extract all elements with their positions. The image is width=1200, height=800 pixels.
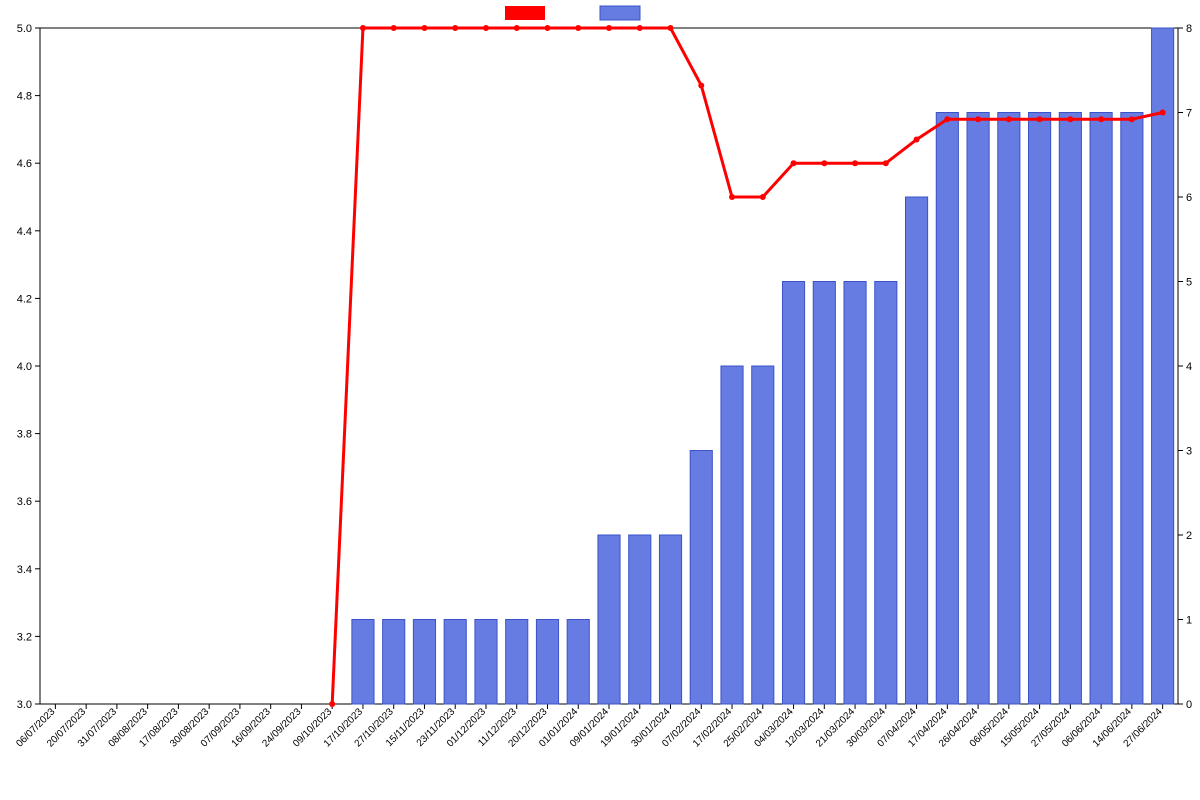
bar xyxy=(690,451,712,705)
line-marker xyxy=(1067,116,1073,122)
bar xyxy=(844,282,866,705)
bar xyxy=(1059,113,1081,705)
ytick-label-left: 3.0 xyxy=(17,699,32,711)
bar xyxy=(659,535,681,704)
line-marker xyxy=(544,25,550,31)
ytick-label-right: 2 xyxy=(1186,530,1192,542)
line-marker xyxy=(975,116,981,122)
ytick-label-left: 4.0 xyxy=(17,361,32,373)
line-marker xyxy=(760,194,766,200)
bar xyxy=(875,282,897,705)
line-marker xyxy=(329,701,335,707)
dual-axis-chart: 3.0 3.2 3.4 3.6 3.8 4.0 4.2 4.4 4.6 4.8 5.0 0 1 2 3 4 5 6… xyxy=(0,0,1200,800)
bar xyxy=(567,620,589,705)
line-marker xyxy=(852,160,858,166)
bar xyxy=(352,620,374,705)
chart-svg: 3.0 3.2 3.4 3.6 3.8 4.0 4.2 4.4 4.6 4.8 5.0 0 1 2 3 4 5 6… xyxy=(0,0,1200,800)
ytick-label-left: 3.4 xyxy=(17,564,32,576)
line-marker xyxy=(483,25,489,31)
bar xyxy=(752,366,774,704)
bar xyxy=(383,620,405,705)
line-marker xyxy=(698,82,704,88)
line-marker xyxy=(575,25,581,31)
bar xyxy=(598,535,620,704)
ytick-label-left: 4.8 xyxy=(17,91,32,103)
bar xyxy=(413,620,435,705)
ytick-label-left: 4.6 xyxy=(17,158,32,170)
ytick-label-right: 7 xyxy=(1186,108,1192,120)
ytick-label-right: 4 xyxy=(1186,361,1192,373)
line-marker xyxy=(668,25,674,31)
ytick-label-right: 8 xyxy=(1186,23,1192,35)
line-marker xyxy=(360,25,366,31)
line-marker xyxy=(821,160,827,166)
line-marker xyxy=(791,160,797,166)
line-marker xyxy=(883,160,889,166)
bar xyxy=(506,620,528,705)
ytick-label-right: 1 xyxy=(1186,615,1192,627)
bar xyxy=(536,620,558,705)
bar xyxy=(967,113,989,705)
line-marker xyxy=(914,137,920,143)
line-marker xyxy=(729,194,735,200)
line-marker xyxy=(606,25,612,31)
bar xyxy=(813,282,835,705)
bar xyxy=(905,197,927,704)
ytick-label-left: 5.0 xyxy=(17,23,32,35)
ytick-label-left: 4.4 xyxy=(17,226,32,238)
line-marker xyxy=(1160,110,1166,116)
bar xyxy=(936,113,958,705)
legend-swatch-line xyxy=(505,6,545,20)
ytick-label-right: 0 xyxy=(1186,699,1192,711)
line-marker xyxy=(452,25,458,31)
bar xyxy=(629,535,651,704)
bar xyxy=(475,620,497,705)
bar xyxy=(998,113,1020,705)
line-marker xyxy=(944,116,950,122)
line-marker xyxy=(1129,116,1135,122)
ytick-label-left: 3.8 xyxy=(17,429,32,441)
bar xyxy=(782,282,804,705)
ytick-label-right: 3 xyxy=(1186,446,1192,458)
bar xyxy=(1090,113,1112,705)
line-marker xyxy=(1006,116,1012,122)
line-marker xyxy=(391,25,397,31)
legend-swatch-bar xyxy=(600,6,640,20)
bar xyxy=(1152,28,1174,704)
line-marker xyxy=(1098,116,1104,122)
bar xyxy=(444,620,466,705)
ytick-label-right: 6 xyxy=(1186,192,1192,204)
ytick-label-left: 3.6 xyxy=(17,496,32,508)
line-marker xyxy=(637,25,643,31)
line-marker xyxy=(1037,116,1043,122)
line-marker xyxy=(514,25,520,31)
ytick-label-left: 4.2 xyxy=(17,293,32,305)
line-marker xyxy=(421,25,427,31)
ytick-label-left: 3.2 xyxy=(17,631,32,643)
bar xyxy=(1029,113,1051,705)
bar xyxy=(1121,113,1143,705)
bar xyxy=(721,366,743,704)
ytick-label-right: 5 xyxy=(1186,277,1192,289)
